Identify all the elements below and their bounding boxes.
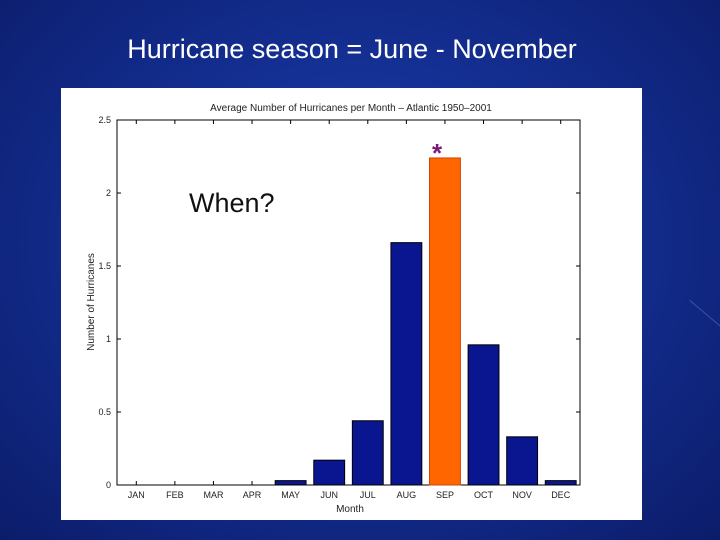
bar-sep: [429, 157, 461, 486]
x-tick-label: DEC: [551, 490, 571, 500]
highlight-star-marker: *: [432, 138, 443, 168]
chart-panel: Average Number of Hurricanes per Month –…: [61, 88, 642, 520]
x-tick-label: FEB: [166, 490, 184, 500]
x-tick-label: NOV: [512, 490, 532, 500]
x-tick-label: OCT: [474, 490, 494, 500]
x-tick-label: JUN: [320, 490, 338, 500]
x-tick-label: MAY: [281, 490, 300, 500]
slide-title: Hurricane season = June - November: [127, 34, 577, 64]
axes: [116, 119, 581, 486]
bars: [274, 157, 577, 486]
x-tick-label: APR: [243, 490, 262, 500]
x-tick-label: AUG: [397, 490, 417, 500]
y-tick-label: 0: [106, 480, 111, 490]
x-tick-label: JUL: [360, 490, 376, 500]
x-tick-label: MAR: [203, 490, 224, 500]
y-axis-label: Number of Hurricanes: [86, 253, 97, 351]
bar-oct: [467, 344, 500, 486]
bar-nov: [506, 436, 539, 486]
chart-title: Average Number of Hurricanes per Month –…: [210, 103, 492, 114]
bar-jun: [313, 459, 346, 486]
bar-jul: [351, 420, 384, 486]
decorative-line: [689, 300, 720, 327]
y-tick-label: 1: [106, 334, 111, 344]
bar-aug: [390, 242, 423, 486]
x-tick-label: SEP: [436, 490, 454, 500]
tick-labels: 0 0.5 1 1.5 2 2.5 JAN FEB MAR APR MAY JUN JUL AUG SEP O…: [98, 115, 570, 500]
bar-may: [274, 480, 307, 486]
plot-frame: [116, 119, 581, 486]
y-tick-label: 2: [106, 188, 111, 198]
bar-chart: Average Number of Hurricanes per Month –…: [86, 103, 581, 515]
x-tick-label: JAN: [128, 490, 145, 500]
x-axis-label: Month: [336, 504, 364, 515]
bar-dec: [544, 480, 577, 486]
when-callout: When?: [189, 188, 275, 218]
y-tick-label: 2.5: [98, 115, 111, 125]
y-tick-label: 0.5: [98, 407, 111, 417]
y-tick-label: 1.5: [98, 261, 111, 271]
